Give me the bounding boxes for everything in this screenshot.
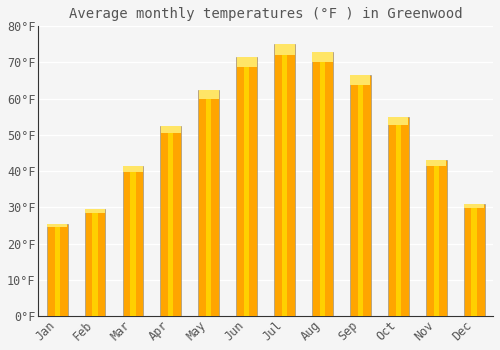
Bar [161, 126, 181, 133]
Bar [282, 44, 287, 316]
Bar [312, 52, 332, 62]
Bar [350, 75, 370, 85]
Bar [464, 204, 484, 316]
Bar [47, 224, 67, 227]
Bar [85, 209, 105, 214]
Bar [426, 160, 446, 316]
Bar [274, 44, 294, 55]
Bar [236, 57, 256, 68]
Bar [168, 126, 173, 316]
Bar [198, 90, 219, 316]
Bar [92, 209, 98, 316]
Bar [388, 117, 408, 316]
Bar [464, 204, 484, 208]
Bar [426, 160, 446, 167]
Bar [236, 57, 257, 316]
Bar [472, 204, 476, 316]
Bar [47, 224, 68, 316]
Bar [84, 209, 105, 316]
Bar [358, 75, 363, 316]
Bar [396, 117, 401, 316]
Bar [122, 166, 144, 316]
Bar [244, 57, 250, 316]
Bar [388, 117, 408, 125]
Bar [312, 52, 333, 316]
Title: Average monthly temperatures (°F ) in Greenwood: Average monthly temperatures (°F ) in Gr… [69, 7, 462, 21]
Bar [274, 44, 295, 316]
Bar [123, 166, 143, 172]
Bar [350, 75, 371, 316]
Bar [198, 90, 219, 99]
Bar [54, 224, 60, 316]
Bar [160, 126, 182, 316]
Bar [130, 166, 136, 316]
Bar [320, 52, 325, 316]
Bar [206, 90, 212, 316]
Bar [434, 160, 439, 316]
